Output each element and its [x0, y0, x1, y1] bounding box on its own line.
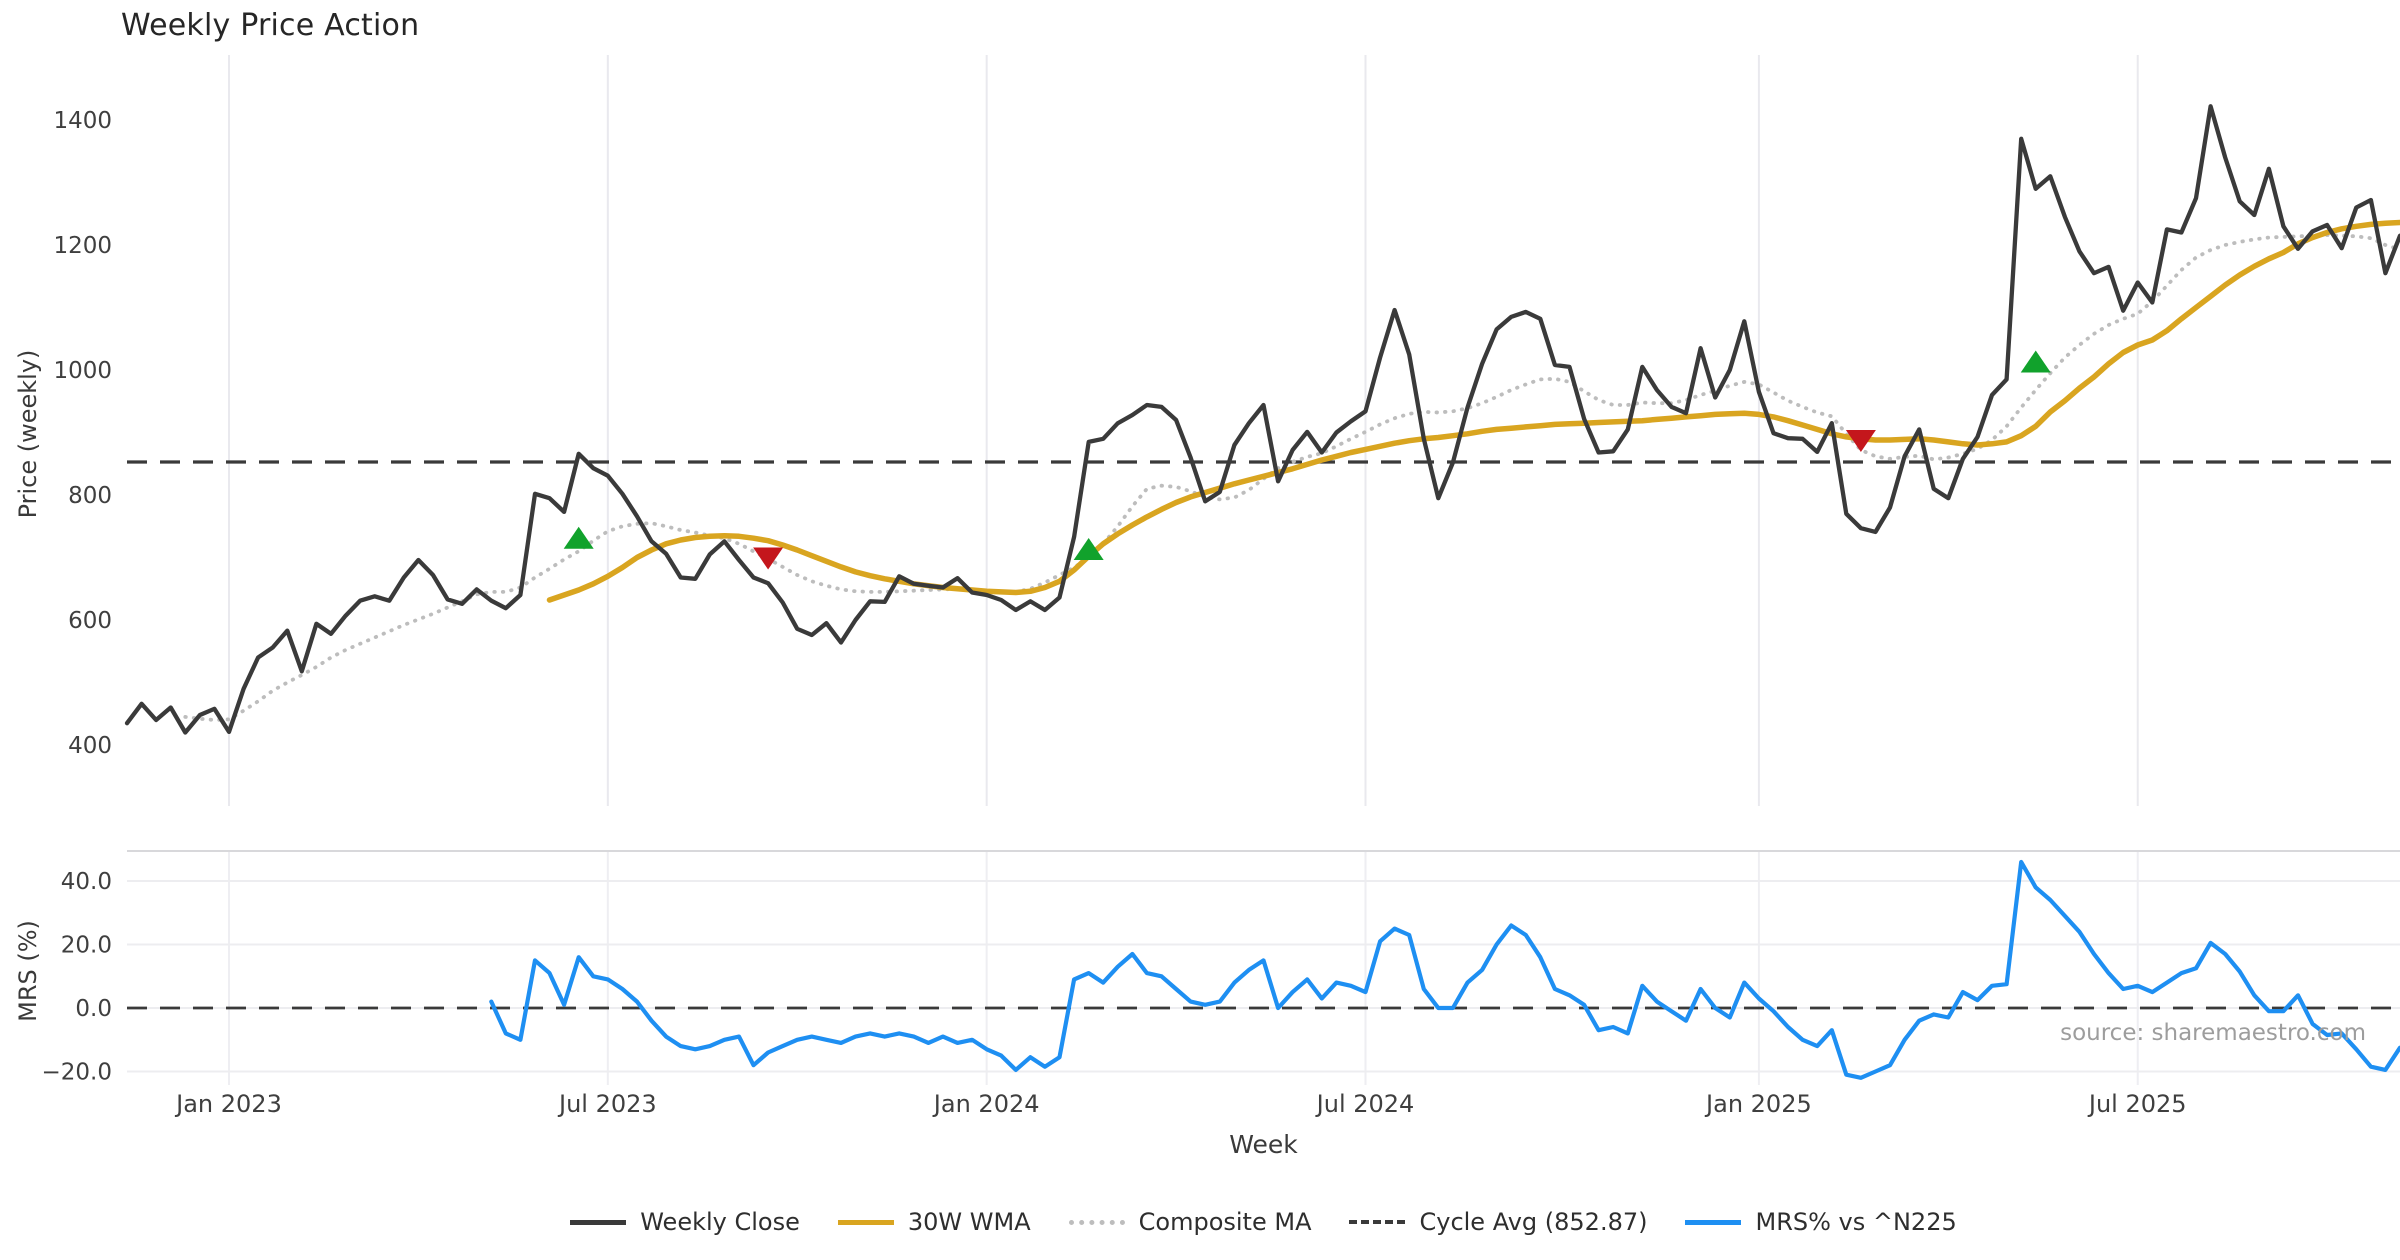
legend-item-mrs: MRS% vs ^N225: [1685, 1208, 1957, 1236]
legend-item-cycle-avg: Cycle Avg (852.87): [1349, 1208, 1647, 1236]
buy-signal-triangle-icon: [2020, 350, 2051, 373]
legend-label: Composite MA: [1138, 1208, 1312, 1236]
cycle-avg-line-swatch: [1349, 1220, 1406, 1224]
legend-label: Weekly Close: [640, 1208, 800, 1236]
x-axis-label: Week: [1229, 1130, 1298, 1159]
composite-ma-line-swatch: [1068, 1219, 1125, 1225]
legend-label: 30W WMA: [907, 1208, 1031, 1236]
x-tick-label: Jul 2023: [557, 1090, 657, 1118]
weekly-close-line-swatch: [570, 1219, 627, 1225]
mrs-axis-label: MRS (%): [14, 920, 42, 1022]
legend-item-weekly-close: Weekly Close: [570, 1208, 800, 1236]
wma-line-swatch: [837, 1219, 894, 1225]
sell-signal-triangle-icon: [753, 547, 784, 570]
price-y-tick-label: 800: [68, 483, 112, 509]
legend-label: Cycle Avg (852.87): [1419, 1208, 1648, 1236]
mrs-y-tick-label: 0.0: [75, 996, 112, 1022]
sell-signal-triangle-icon: [1845, 430, 1876, 453]
legend: Weekly Close 30W WMA Composite MA Cycle …: [127, 1208, 2400, 1236]
x-tick-label: Jul 2024: [1315, 1090, 1415, 1118]
source-credit: source: sharemaestro.com: [2060, 1020, 2366, 1046]
mrs-y-tick-label: 40.0: [61, 869, 112, 895]
buy-signal-triangle-icon: [1073, 538, 1104, 561]
price-axis-label: Price (weekly): [14, 349, 42, 519]
x-tick-label: Jan 2024: [932, 1090, 1040, 1118]
x-tick-label: Jan 2025: [1704, 1090, 1812, 1118]
wma-line: [546, 219, 2400, 603]
x-tick-label: Jul 2025: [2087, 1090, 2187, 1118]
weekly-close-line: [124, 104, 2400, 735]
price-y-tick-label: 1200: [53, 233, 112, 259]
x-tick-label: Jan 2023: [174, 1090, 282, 1118]
legend-label: MRS% vs ^N225: [1755, 1208, 1957, 1236]
mrs-y-tick-label: −20.0: [42, 1060, 112, 1086]
price-y-tick-label: 1400: [53, 108, 112, 134]
price-y-tick-label: 400: [68, 733, 112, 759]
mrs-line-swatch: [1685, 1219, 1742, 1225]
composite-ma-line: [183, 233, 2400, 722]
price-y-tick-label: 600: [68, 608, 112, 634]
mrs-line: [489, 859, 2400, 1080]
buy-signal-triangle-icon: [563, 526, 594, 549]
legend-item-composite-ma: Composite MA: [1068, 1208, 1312, 1236]
price-y-tick-label: 1000: [53, 358, 112, 384]
legend-item-30w-wma: 30W WMA: [837, 1208, 1031, 1236]
mrs-y-tick-label: 20.0: [61, 933, 112, 959]
chart-title: Weekly Price Action: [121, 8, 420, 43]
